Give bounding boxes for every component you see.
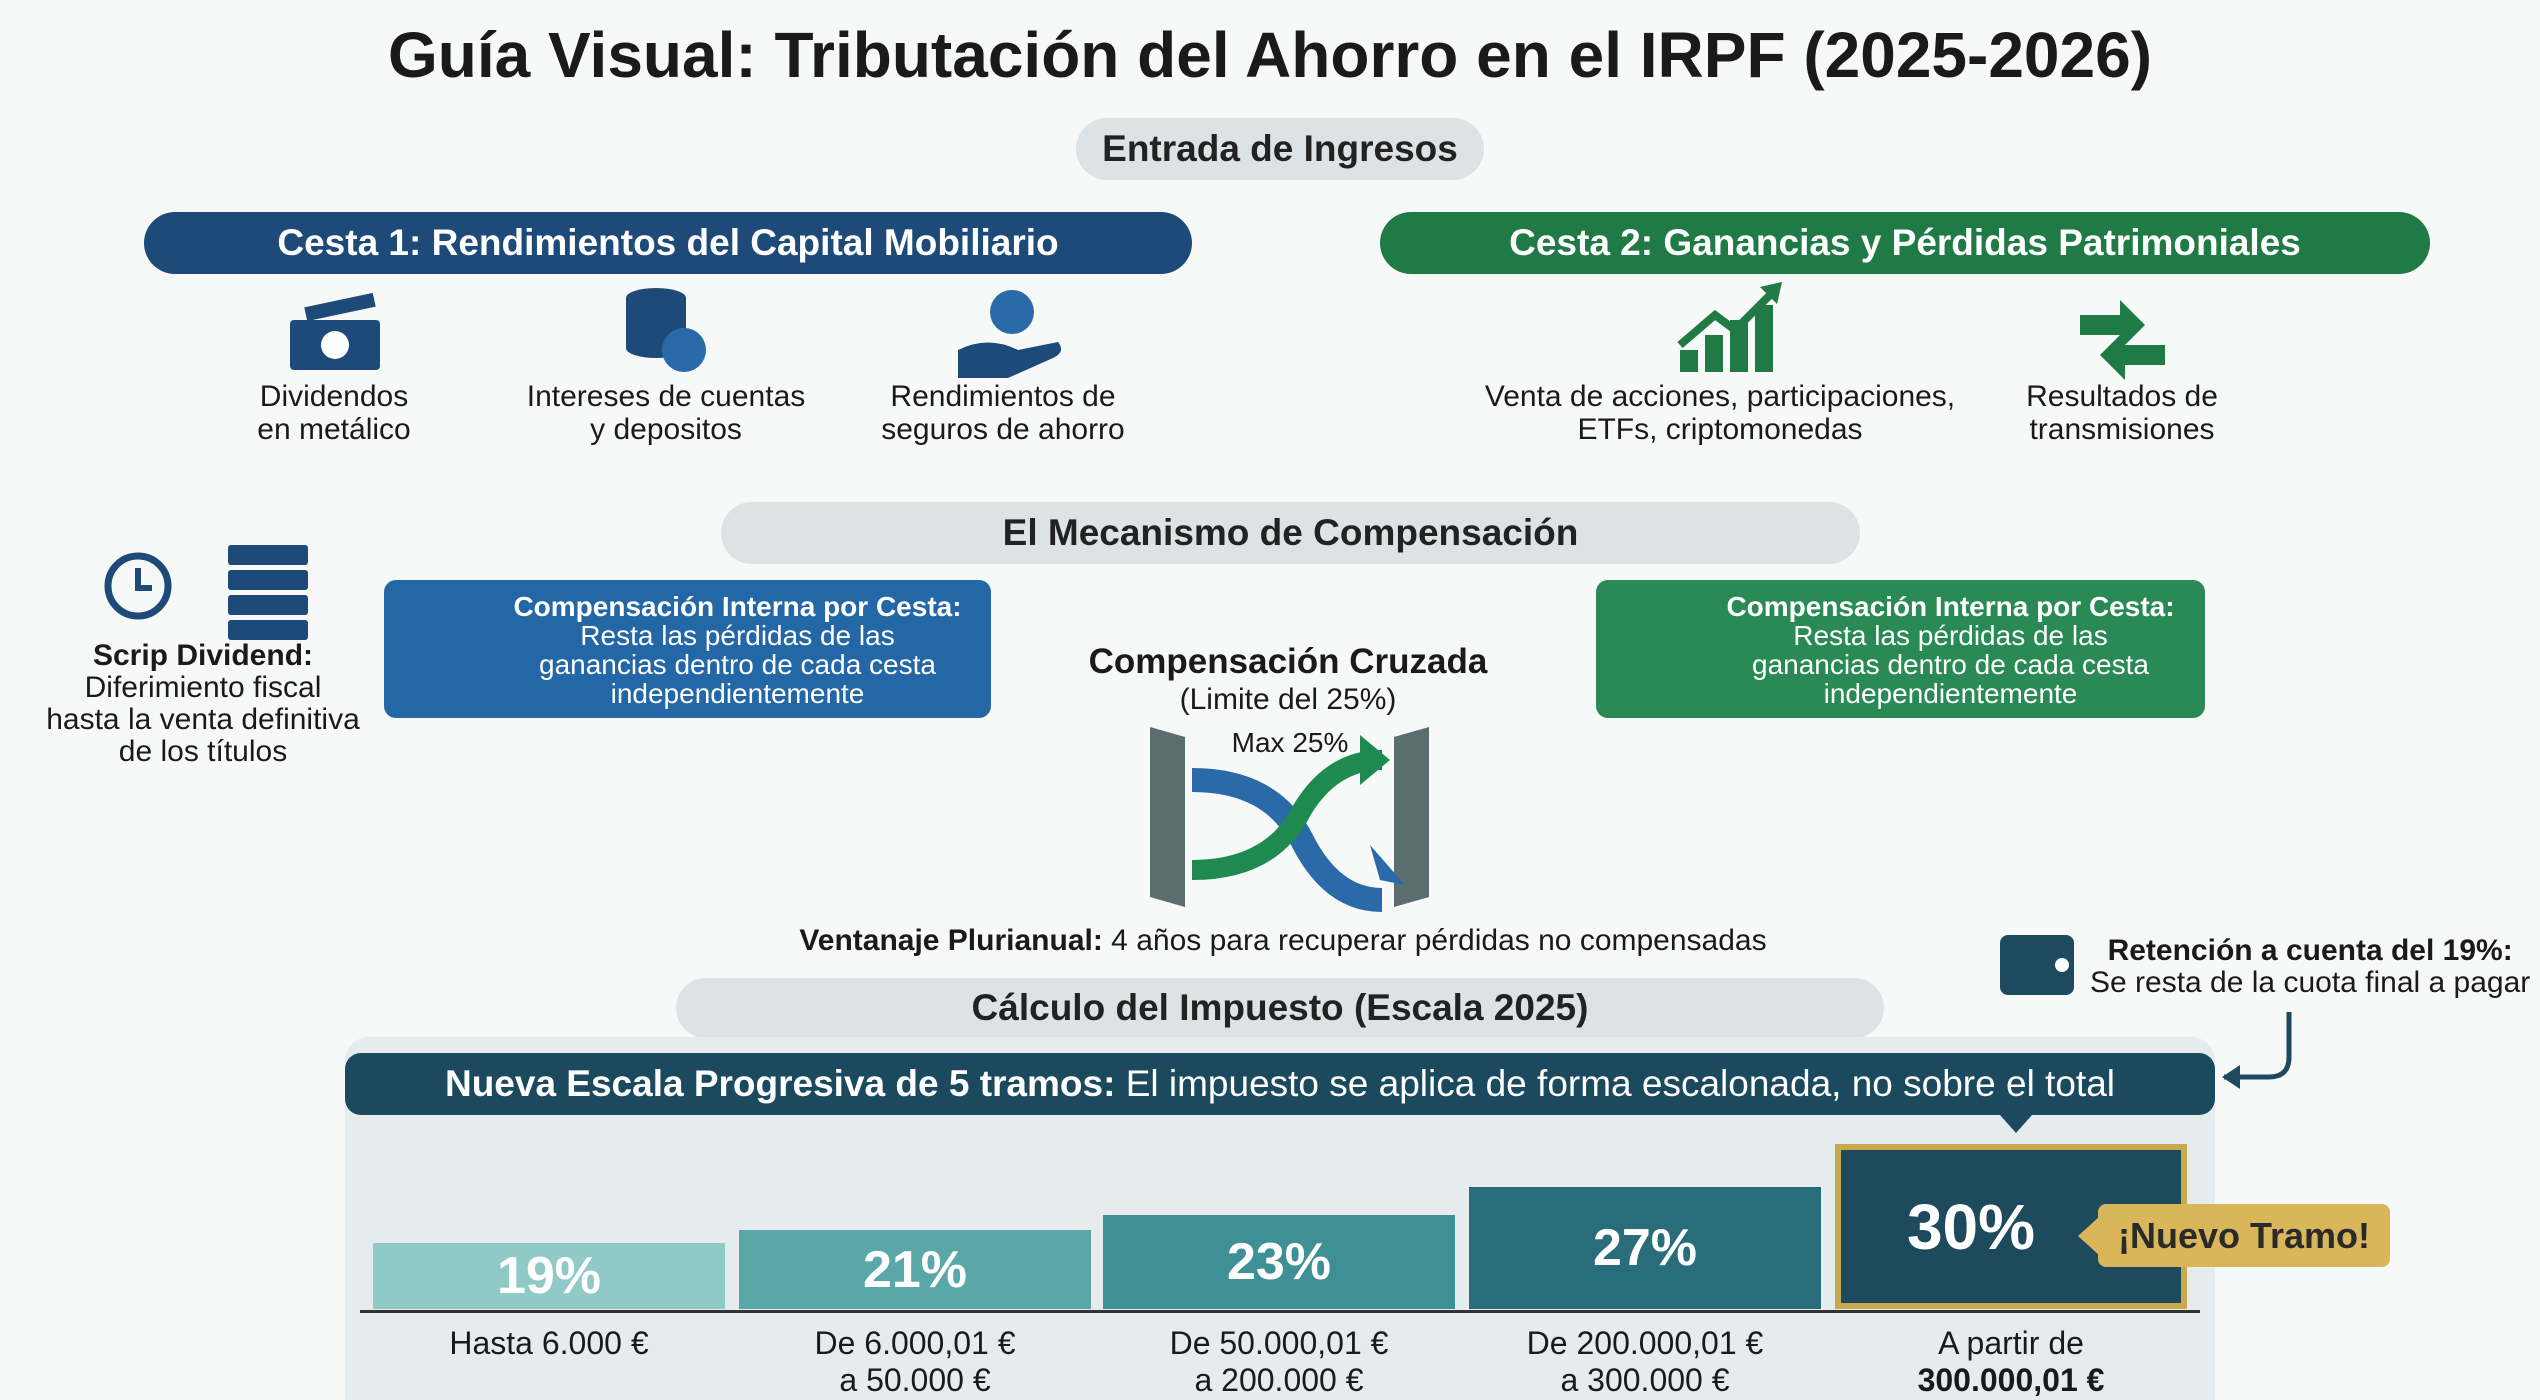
internal-box: Compensación Interna por Cesta: Resta las… [384, 580, 991, 718]
bracket-label: De 50.000,01 € a 200.000 € [1103, 1325, 1455, 1399]
line: De 6.000,01 € [814, 1325, 1016, 1361]
line: Diferimiento fiscal [84, 671, 322, 704]
bracket-bar: 23% [1103, 1215, 1455, 1309]
bracket-bar: 27% [1469, 1187, 1821, 1309]
line: Venta de acciones, participaciones, [1484, 380, 1956, 413]
bold: Ventanaje Plurianual: [799, 924, 1103, 957]
bracket-label: De 200.000,01 € a 300.000 € [1469, 1325, 1821, 1399]
line: Compensación Interna por Cesta: [513, 591, 962, 622]
text: El impuesto se aplica de forma escalonad… [1125, 1063, 2116, 1104]
bracket-bar: 19% [373, 1243, 725, 1309]
line: A partir de [1938, 1325, 2084, 1361]
bracket-bar: 21% [739, 1230, 1091, 1309]
bracket-label: Hasta 6.000 € [373, 1325, 725, 1362]
text: 4 años para recuperar pérdidas no compen… [1111, 924, 1767, 957]
line: Compensación Interna por Cesta: [1726, 591, 2175, 622]
internal-box: Compensación Interna por Cesta: Resta las… [1596, 580, 2205, 718]
withholding: Retención a cuenta del 19%: Se resta de l… [2090, 935, 2530, 999]
item-label: Resultados de transmisiones [2026, 380, 2218, 446]
line: independientemente [610, 678, 865, 709]
line: Resta las pérdidas de las [1793, 620, 2108, 651]
line: de los títulos [118, 735, 288, 768]
bold: Nueva Escala Progresiva de 5 tramos: [444, 1063, 1116, 1104]
line: en metálico [257, 413, 411, 446]
line: y depositos [590, 413, 742, 446]
cross-subtitle: (Limite del 25%) [1179, 683, 1397, 716]
item-label: Venta de acciones, participaciones, ETFs,… [1485, 380, 1955, 446]
new-badge: ¡Nuevo Tramo! [2098, 1204, 2390, 1267]
scale-banner: Nueva Escala Progresiva de 5 tramos: El … [345, 1053, 2215, 1115]
basket-title: Cesta 1: Rendimientos del Capital Mobili… [144, 212, 1192, 274]
line: hasta la venta definitiva [46, 703, 360, 736]
bracket-label: De 6.000,01 € a 50.000 € [739, 1325, 1091, 1399]
line: transmisiones [2029, 413, 2215, 446]
input-label: Entrada de Ingresos [1076, 118, 1484, 180]
line: Retención a cuenta del 19%: [2107, 934, 2513, 967]
item-label: Rendimientos de seguros de ahorro [881, 380, 1125, 446]
section-title: El Mecanismo de Compensación [721, 502, 1860, 564]
line: Scrip Dividend: [92, 639, 314, 672]
cross-max: Max 25% [1231, 727, 1349, 758]
item-label: Intereses de cuentas y depositos [527, 380, 806, 446]
line: a 50.000 € [839, 1362, 991, 1398]
line: Resultados de [2026, 380, 2218, 413]
line: independientemente [1823, 678, 2078, 709]
line: Intereses de cuentas [526, 380, 806, 413]
line: Dividendos [259, 380, 409, 413]
carryforward: Ventanaje Plurianual: 4 años para recupe… [799, 924, 1766, 957]
line: a 200.000 € [1194, 1362, 1364, 1398]
line: Se resta de la cuota final a pagar [2090, 966, 2531, 999]
baseline [360, 1310, 2200, 1313]
bracket-bar: 30% [1835, 1144, 2187, 1309]
scrip-note: Scrip Dividend: Diferimiento fiscal hasta … [46, 640, 360, 768]
line: seguros de ahorro [881, 413, 1125, 446]
badge-pointer [2078, 1216, 2100, 1256]
line: ganancias dentro de cada cesta [1752, 649, 2149, 680]
section-title: Cálculo del Impuesto (Escala 2025) [676, 978, 1884, 1038]
cross-title: Compensación Cruzada [1088, 642, 1488, 681]
pointer [2000, 1115, 2032, 1133]
bracket-label: A partir de 300.000,01 € [1835, 1325, 2187, 1399]
line: Resta las pérdidas de las [580, 620, 895, 651]
line: a 300.000 € [1560, 1362, 1730, 1398]
basket-title: Cesta 2: Ganancias y Pérdidas Patrimonia… [1380, 212, 2430, 274]
item-label: Dividendos en metálico [257, 380, 410, 446]
line: 300.000,01 € [1917, 1362, 2105, 1398]
line: ganancias dentro de cada cesta [539, 649, 936, 680]
line: Hasta 6.000 € [449, 1325, 649, 1361]
line: Rendimientos de [890, 380, 1116, 413]
line: De 200.000,01 € [1526, 1325, 1764, 1361]
title: Guía Visual: Tributación del Ahorro en e… [387, 19, 2153, 91]
line: De 50.000,01 € [1169, 1325, 1389, 1361]
line: ETFs, criptomonedas [1577, 413, 1863, 446]
